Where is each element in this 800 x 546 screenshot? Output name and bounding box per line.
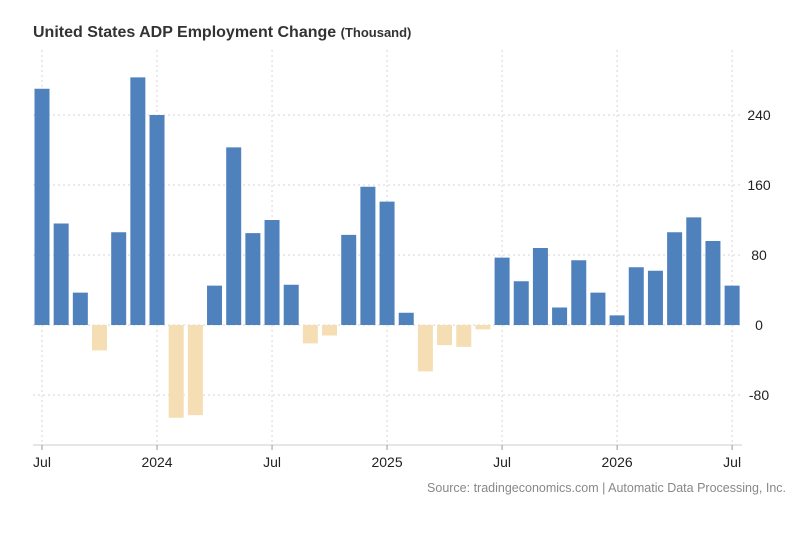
bar-jul-2026[interactable] <box>724 285 740 325</box>
bar-feb-2025[interactable] <box>398 312 414 325</box>
bar-sep-2025[interactable] <box>532 248 548 325</box>
y-tick-label: 80 <box>751 247 767 263</box>
bar-aug-2025[interactable] <box>513 281 529 325</box>
bar-jun-2024[interactable] <box>245 233 261 325</box>
y-tick-label: 160 <box>747 177 771 193</box>
bar-apr-2026[interactable] <box>667 232 683 325</box>
bar-jan-2026[interactable] <box>609 315 625 325</box>
bar-apr-2025[interactable] <box>437 325 453 346</box>
bar-dec-2023[interactable] <box>130 77 146 325</box>
bar-apr-2024[interactable] <box>207 285 223 325</box>
bar-may-2025[interactable] <box>456 325 472 347</box>
source-text: Source: tradingeconomics.com | Automatic… <box>427 481 786 495</box>
bar-jun-2025[interactable] <box>475 325 491 330</box>
y-tick-label: -80 <box>749 387 769 403</box>
x-tick-label: Jul <box>493 454 511 470</box>
bar-oct-2025[interactable] <box>552 307 568 326</box>
x-tick-label: 2026 <box>602 454 633 470</box>
bar-oct-2024[interactable] <box>322 325 338 336</box>
bar-jul-2025[interactable] <box>494 257 510 325</box>
bar-feb-2024[interactable] <box>168 325 184 418</box>
bar-dec-2024[interactable] <box>360 186 376 325</box>
bar-mar-2026[interactable] <box>647 270 663 325</box>
bar-feb-2026[interactable] <box>628 267 644 325</box>
bar-may-2024[interactable] <box>226 147 242 325</box>
x-tick-label: 2024 <box>141 454 172 470</box>
bar-aug-2023[interactable] <box>53 223 69 326</box>
x-axis-ticks: Jul 2024 Jul 2025 Jul 2026 Jul <box>33 445 741 470</box>
bar-jul-2023[interactable] <box>34 88 50 325</box>
bar-nov-2025[interactable] <box>571 260 587 325</box>
bar-sep-2024[interactable] <box>302 325 318 344</box>
x-tick-label: Jul <box>723 454 741 470</box>
bar-nov-2023[interactable] <box>111 232 127 325</box>
bar-sep-2023[interactable] <box>72 292 88 325</box>
bar-nov-2024[interactable] <box>341 234 357 325</box>
bar-jan-2025[interactable] <box>379 201 395 325</box>
x-tick-label: Jul <box>33 454 51 470</box>
bar-jan-2024[interactable] <box>149 115 165 325</box>
chart-title: United States ADP Employment Change (Tho… <box>33 24 411 42</box>
bar-aug-2024[interactable] <box>283 284 299 325</box>
bar-jul-2024[interactable] <box>264 220 280 325</box>
bar-dec-2025[interactable] <box>590 292 606 325</box>
x-tick-label: 2025 <box>371 454 402 470</box>
bars <box>34 77 740 418</box>
bar-mar-2024[interactable] <box>187 325 203 416</box>
y-tick-label: 0 <box>755 317 763 333</box>
bar-may-2026[interactable] <box>686 217 702 325</box>
bar-jun-2026[interactable] <box>705 241 721 325</box>
bar-oct-2023[interactable] <box>92 325 108 351</box>
chart-unit: (Thousand) <box>340 25 412 40</box>
bar-mar-2025[interactable] <box>417 325 433 372</box>
y-tick-label: 240 <box>747 107 771 123</box>
x-tick-label: Jul <box>263 454 281 470</box>
chart-title-text: United States ADP Employment Change <box>33 24 337 41</box>
y-axis-ticks: -80 0 80 160 240 <box>747 107 771 403</box>
